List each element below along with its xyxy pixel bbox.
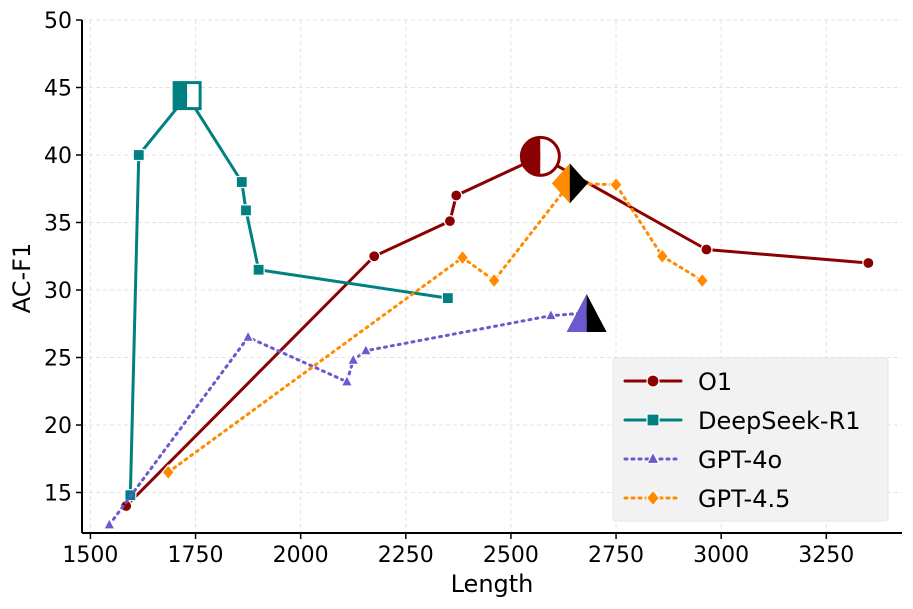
legend-marker xyxy=(646,450,660,465)
y-tick-label: 30 xyxy=(44,279,72,304)
data-point-deepseek-r1 xyxy=(239,204,253,217)
legend-marker xyxy=(645,489,661,507)
y-tick-label: 45 xyxy=(44,77,72,102)
y-tick-label: 40 xyxy=(44,144,72,169)
y-tick-label: 50 xyxy=(44,9,72,34)
data-point-gpt-4o xyxy=(241,329,255,342)
x-tick-label: 1750 xyxy=(168,543,224,568)
legend-label: GPT-4.5 xyxy=(698,485,790,513)
data-point-o1 xyxy=(368,250,381,263)
y-tick-label: 15 xyxy=(44,482,72,507)
gpt-4-5-highlight-marker xyxy=(551,163,588,204)
legend-label: DeepSeek-R1 xyxy=(698,407,861,435)
y-tick-label: 20 xyxy=(44,414,72,439)
data-point-gpt-4o xyxy=(544,308,558,321)
data-point-deepseek-r1 xyxy=(441,292,454,305)
y-axis-title: AC-F1 xyxy=(8,243,36,314)
legend-label: GPT-4o xyxy=(698,446,782,474)
x-tick-label: 2500 xyxy=(483,543,539,568)
legend-marker xyxy=(646,374,660,388)
series-o1 xyxy=(120,135,875,513)
y-tick-label: 25 xyxy=(44,347,72,372)
legend-label: O1 xyxy=(698,368,732,396)
series-line-deepseek-r1 xyxy=(128,94,450,497)
series xyxy=(102,81,875,530)
data-point-gpt-4o xyxy=(102,517,116,530)
y-tick-label: 35 xyxy=(44,212,72,237)
legend-item-gpt-4o: GPT-4o xyxy=(623,446,782,474)
data-point-gpt-4o xyxy=(346,352,360,365)
x-axis-title: Length xyxy=(451,570,534,598)
data-point-gpt-4-5 xyxy=(655,248,670,265)
gpt-4o-highlight-marker xyxy=(566,293,607,332)
legend-marker xyxy=(646,413,660,427)
x-tick-label: 2000 xyxy=(273,543,329,568)
x-tick-label: 3250 xyxy=(798,543,854,568)
data-point-gpt-4-5 xyxy=(161,464,175,481)
data-point-gpt-4o xyxy=(359,343,373,356)
x-tick-label: 2750 xyxy=(588,543,644,568)
data-point-o1 xyxy=(700,243,713,256)
x-tick-label: 3000 xyxy=(693,543,749,568)
data-point-o1 xyxy=(450,189,463,202)
data-point-deepseek-r1 xyxy=(252,263,265,276)
ticks: 1500 1750 2000 2250 2500 2750 3000 3250 15 20 25 30… xyxy=(44,9,854,568)
data-point-gpt-4-5 xyxy=(609,176,623,193)
legend-item-gpt-4-5: GPT-4.5 xyxy=(623,485,790,513)
legend-box xyxy=(612,357,889,522)
data-point-gpt-4-5 xyxy=(695,272,710,289)
deepseek-r1-highlight-marker xyxy=(172,81,202,111)
series-gpt-4-5 xyxy=(161,163,710,481)
x-tick-label: 2250 xyxy=(378,543,434,568)
data-point-o1 xyxy=(862,256,875,270)
series-line-gpt-4o xyxy=(107,311,589,527)
data-point-deepseek-r1 xyxy=(235,175,248,189)
axes xyxy=(81,20,902,534)
data-point-deepseek-r1 xyxy=(132,148,145,162)
x-tick-label: 1500 xyxy=(62,543,118,568)
legend-item-o1: O1 xyxy=(623,368,732,396)
data-point-gpt-4-5 xyxy=(487,272,501,289)
legend-item-deepseek-r1: DeepSeek-R1 xyxy=(623,407,861,435)
data-point-gpt-4o xyxy=(340,374,354,387)
series-gpt-4o xyxy=(102,293,607,530)
legend: O1 DeepSeek-R1 GPT-4o GPT-4.5 xyxy=(612,357,889,522)
data-point-gpt-4-5 xyxy=(455,249,470,266)
o1-highlight-marker xyxy=(519,135,561,177)
data-point-o1 xyxy=(443,215,457,228)
